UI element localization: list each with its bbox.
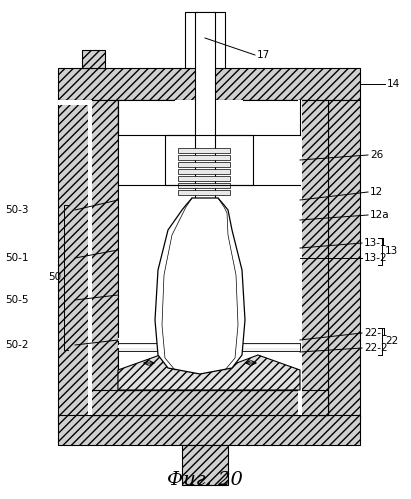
Bar	[185, 12, 225, 68]
Polygon shape	[118, 355, 300, 390]
Bar	[118, 100, 175, 135]
Bar	[58, 100, 90, 420]
Bar	[88, 100, 92, 415]
Bar	[195, 12, 215, 240]
Bar	[118, 100, 300, 390]
Bar	[58, 68, 360, 100]
Text: 50-5: 50-5	[5, 295, 28, 305]
Bar	[218, 350, 300, 370]
Bar	[118, 135, 165, 185]
Text: 50-2: 50-2	[5, 340, 28, 350]
Text: 14: 14	[387, 79, 400, 89]
Bar	[90, 100, 118, 415]
Bar	[178, 155, 230, 160]
Text: 22-2: 22-2	[364, 343, 388, 353]
Bar	[165, 135, 253, 185]
Bar	[178, 148, 230, 153]
Bar	[178, 176, 230, 181]
Text: 50: 50	[48, 272, 61, 282]
Bar	[178, 183, 230, 188]
Bar	[118, 338, 300, 341]
Bar	[200, 350, 218, 370]
Bar	[58, 100, 90, 105]
Bar	[90, 100, 92, 415]
Text: Фиг. 20: Фиг. 20	[167, 471, 243, 489]
Bar	[118, 343, 300, 347]
Bar	[182, 445, 228, 485]
Text: 13-1: 13-1	[364, 238, 388, 248]
Bar	[243, 100, 300, 135]
Polygon shape	[155, 198, 245, 374]
Bar	[178, 190, 230, 195]
Text: 13: 13	[385, 246, 398, 256]
Bar	[118, 350, 200, 370]
Text: 50-1: 50-1	[5, 253, 28, 263]
Text: 13-2: 13-2	[364, 253, 388, 263]
Text: 12a: 12a	[370, 210, 390, 220]
Text: 22: 22	[385, 336, 398, 346]
Text: 12: 12	[370, 187, 383, 197]
Bar	[198, 218, 212, 240]
Bar	[118, 345, 300, 348]
Bar	[300, 100, 328, 415]
Bar	[178, 162, 230, 167]
Text: 22-1: 22-1	[364, 328, 388, 338]
Bar	[178, 169, 230, 174]
Bar	[118, 370, 300, 390]
Text: 26: 26	[370, 150, 383, 160]
Bar	[82, 50, 105, 68]
Bar	[58, 415, 360, 445]
Bar	[118, 347, 300, 351]
Bar	[90, 390, 328, 415]
Bar	[175, 100, 243, 135]
Bar	[298, 100, 302, 415]
Text: 17: 17	[257, 50, 270, 60]
Bar	[328, 100, 360, 420]
Bar	[253, 135, 300, 185]
Text: 50-3: 50-3	[5, 205, 28, 215]
